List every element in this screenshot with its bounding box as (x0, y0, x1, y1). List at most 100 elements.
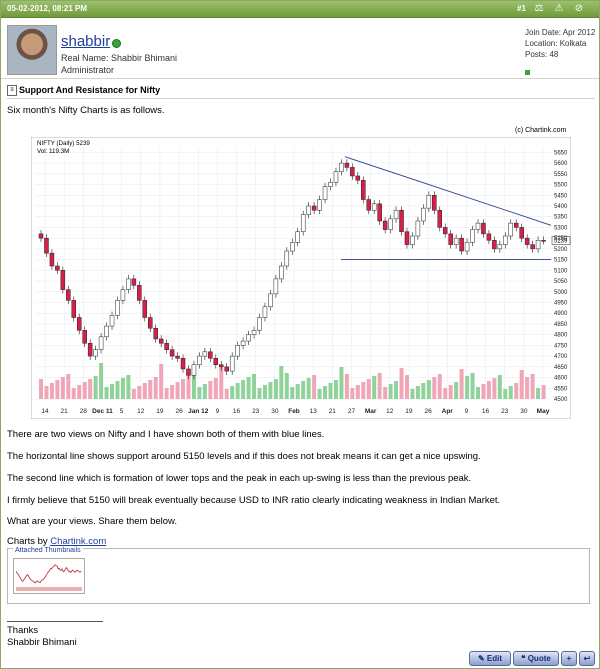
candle-body (219, 364, 224, 368)
volume-bar (153, 377, 158, 399)
volume-bar (448, 385, 453, 399)
candle-body (126, 278, 131, 290)
candle-body (55, 265, 60, 271)
chartink-link[interactable]: Chartink.com (50, 536, 107, 547)
quote-button[interactable]: ❝ Quote (513, 651, 559, 666)
volume-bar (257, 388, 262, 399)
date-tick-label: Feb (288, 408, 300, 415)
volume-bar (377, 373, 382, 399)
volume-bar (312, 375, 317, 399)
volume-bar (519, 370, 524, 399)
join-date: Join Date: Apr 2012 (525, 28, 596, 37)
candle-body (300, 214, 306, 232)
candle-body (421, 207, 426, 222)
candle-body (284, 250, 290, 267)
candle-body (393, 210, 399, 220)
date-axis: 14 21 28 Dec 11 5 12 19 26 Jan 12 9 16 23 30 Feb 13 21 2… (41, 408, 549, 415)
volume-bar (88, 379, 93, 399)
candle-body (98, 336, 104, 350)
candle-body (295, 231, 300, 243)
candle-body (388, 218, 393, 230)
date-tick-label: 19 (405, 408, 413, 415)
candle-body (137, 285, 142, 301)
candle-body (131, 278, 137, 286)
volume-bar (415, 386, 420, 399)
multiquote-button[interactable]: + (561, 651, 577, 666)
ban-icon[interactable]: ⊘ (574, 3, 584, 14)
volume-bar (443, 388, 448, 399)
volume-bar (350, 388, 355, 399)
username-link[interactable]: shabbir (61, 33, 111, 50)
volume-bar (410, 389, 415, 399)
signature-divider (7, 621, 103, 622)
date-tick-label: Jan 12 (188, 408, 209, 415)
volume-bar (437, 374, 442, 399)
scales-icon[interactable]: ⚖ (534, 3, 544, 14)
edit-button[interactable]: ✎ Edit (469, 651, 511, 666)
volume-bar (366, 379, 371, 399)
price-tick-label: 5000 (554, 290, 568, 296)
candle-body (262, 306, 268, 318)
volume-bar (497, 375, 502, 399)
candle-body (60, 270, 66, 290)
post-title: Support And Resistance for Nifty (19, 85, 161, 95)
candle-body (459, 237, 464, 252)
volume-bar (148, 380, 153, 399)
candle-body (268, 293, 273, 308)
candle-body (82, 330, 87, 344)
nifty-chart[interactable]: 5239 45004550460046504700475048004850490… (31, 137, 571, 419)
candle-body (153, 327, 158, 340)
volume-bar (339, 367, 344, 399)
post-number-link[interactable]: #1 (517, 4, 526, 13)
candle-body (410, 235, 415, 245)
date-tick-label: 23 (501, 408, 509, 415)
candle-body (197, 355, 202, 365)
warning-icon[interactable]: ⚠ (554, 3, 564, 14)
candle-body (317, 199, 322, 211)
candle-body (486, 233, 492, 241)
date-tick-label: 28 (80, 408, 88, 415)
candle-body (164, 342, 169, 350)
volume-bar (164, 388, 169, 399)
volume-bar (323, 386, 328, 399)
date-tick-label: 16 (233, 408, 241, 415)
post-header-bar: 05-02-2012, 08:21 PM #1 ⚖ ⚠ ⊘ (1, 1, 599, 18)
candle-body (120, 289, 126, 301)
candle-body (399, 210, 404, 232)
volume-bar (191, 373, 196, 399)
candle-body (224, 366, 229, 372)
price-tick-label: 5200 (554, 247, 568, 253)
volume-bar (481, 384, 486, 399)
price-tick-label: 4800 (554, 333, 568, 339)
date-tick-label: 21 (61, 408, 69, 415)
volume-bar (432, 377, 437, 399)
candle-body (104, 325, 109, 338)
candle-body (426, 195, 432, 209)
candle-body (404, 231, 410, 245)
volume-bar (110, 384, 115, 399)
attachments-label: Attached Thumbnails (13, 547, 83, 554)
price-tick-label: 4750 (554, 343, 568, 349)
volume-bar (39, 379, 43, 399)
price-tick-label: 4700 (554, 354, 568, 360)
candle-body (175, 355, 180, 359)
chart-frame (31, 137, 571, 419)
candle-body (448, 233, 453, 245)
candle-body (497, 244, 503, 250)
volume-bar (120, 378, 125, 399)
candle-body (503, 235, 508, 245)
last-price-label: 5239 (554, 239, 568, 245)
volume-bar (71, 388, 76, 399)
avatar[interactable] (7, 25, 57, 75)
candle-body (432, 195, 437, 211)
candle-body (508, 222, 514, 237)
candle-body (524, 237, 530, 245)
quick-reply-button[interactable]: ↩ (579, 651, 595, 666)
volume-bar (93, 376, 98, 399)
trend-lines: 5239 (341, 156, 571, 261)
date-tick-label: Mar (365, 408, 377, 415)
candle-body (541, 240, 546, 242)
date-tick-label: 13 (310, 408, 318, 415)
post-paragraph-1: There are two views on Nifty and I have … (7, 429, 325, 440)
attachment-thumbnail[interactable] (13, 558, 85, 594)
